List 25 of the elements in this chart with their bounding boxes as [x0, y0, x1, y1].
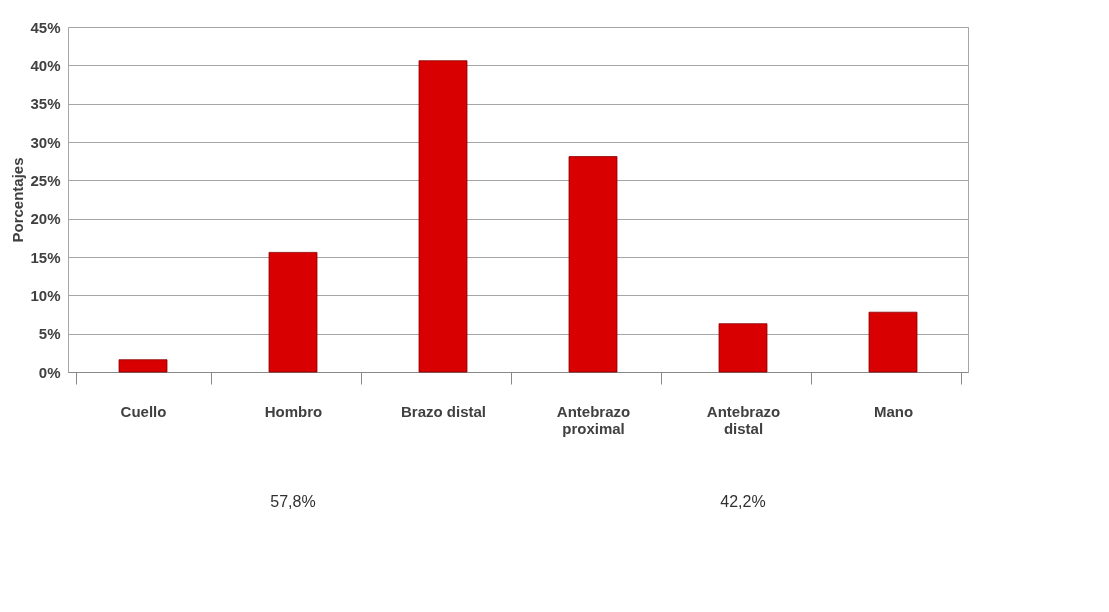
x-tick-label: Hombro — [264, 402, 323, 420]
y-tick-label: 20% — [30, 210, 61, 228]
bar — [118, 359, 168, 373]
x-tick-label: Antebrazo distal — [706, 402, 781, 437]
y-tick-label: 5% — [38, 325, 61, 343]
text: 42,2% — [720, 493, 766, 510]
y-tick-label: 35% — [30, 95, 61, 113]
bar — [868, 311, 918, 373]
x-tick-label: Brazo distal — [400, 402, 487, 420]
y-tick-label: 45% — [30, 18, 61, 36]
x-tick-label: Cuello — [120, 402, 167, 420]
y-tick-label: 0% — [38, 363, 61, 381]
y-tick-label: 30% — [30, 133, 61, 151]
bar — [718, 323, 768, 373]
y-tick-label: 40% — [30, 56, 61, 74]
bar — [568, 156, 618, 373]
y-tick-label: 10% — [30, 286, 61, 304]
x-tick-label: Antebrazo proximal — [556, 402, 631, 437]
y-axis-title: Porcentajes — [9, 157, 27, 243]
y-tick-label: 25% — [30, 171, 61, 189]
bar — [268, 252, 318, 373]
y-tick-label: 15% — [30, 248, 61, 266]
text: 57,8% — [270, 493, 316, 510]
bar — [418, 60, 468, 373]
x-tick-label: Mano — [873, 402, 914, 420]
